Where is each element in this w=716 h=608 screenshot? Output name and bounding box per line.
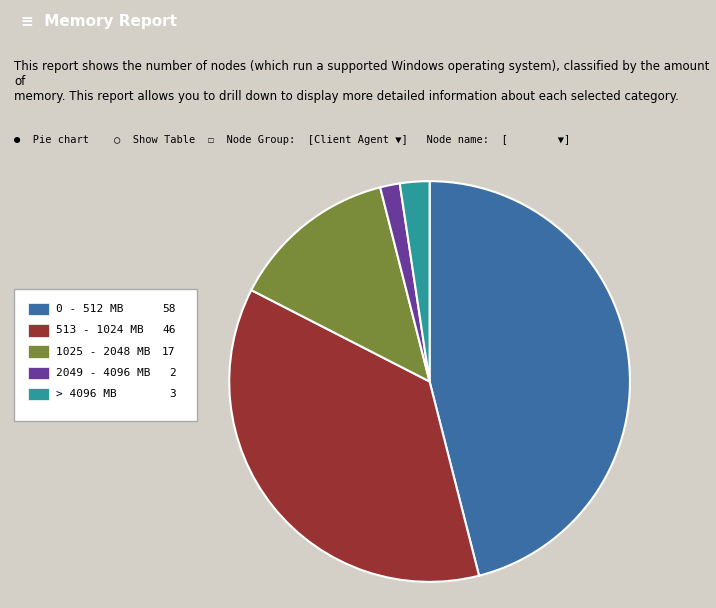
Wedge shape bbox=[229, 290, 479, 582]
Text: 1025 - 2048 MB: 1025 - 2048 MB bbox=[57, 347, 151, 356]
Text: 58: 58 bbox=[162, 304, 175, 314]
Wedge shape bbox=[380, 184, 430, 382]
Bar bbox=[28, 303, 49, 316]
Bar bbox=[28, 324, 49, 337]
Text: ≡  Memory Report: ≡ Memory Report bbox=[21, 14, 178, 29]
Text: 17: 17 bbox=[162, 347, 175, 356]
Text: 0 - 512 MB: 0 - 512 MB bbox=[57, 304, 124, 314]
Text: > 4096 MB: > 4096 MB bbox=[57, 389, 117, 399]
Text: 2: 2 bbox=[169, 368, 175, 378]
Text: 46: 46 bbox=[162, 325, 175, 336]
Wedge shape bbox=[400, 181, 430, 382]
Text: 513 - 1024 MB: 513 - 1024 MB bbox=[57, 325, 144, 336]
Bar bbox=[28, 367, 49, 379]
Wedge shape bbox=[430, 181, 630, 576]
Text: This report shows the number of nodes (which run a supported Windows operating s: This report shows the number of nodes (w… bbox=[14, 60, 710, 103]
Text: ●  Pie chart    ○  Show Table  ☐  Node Group:  [Client Agent ▼]   Node name:  [ : ● Pie chart ○ Show Table ☐ Node Group: [… bbox=[14, 135, 571, 145]
Text: 2049 - 4096 MB: 2049 - 4096 MB bbox=[57, 368, 151, 378]
FancyBboxPatch shape bbox=[14, 289, 197, 421]
Wedge shape bbox=[251, 187, 430, 382]
Bar bbox=[28, 345, 49, 358]
Text: 3: 3 bbox=[169, 389, 175, 399]
Bar bbox=[28, 388, 49, 400]
